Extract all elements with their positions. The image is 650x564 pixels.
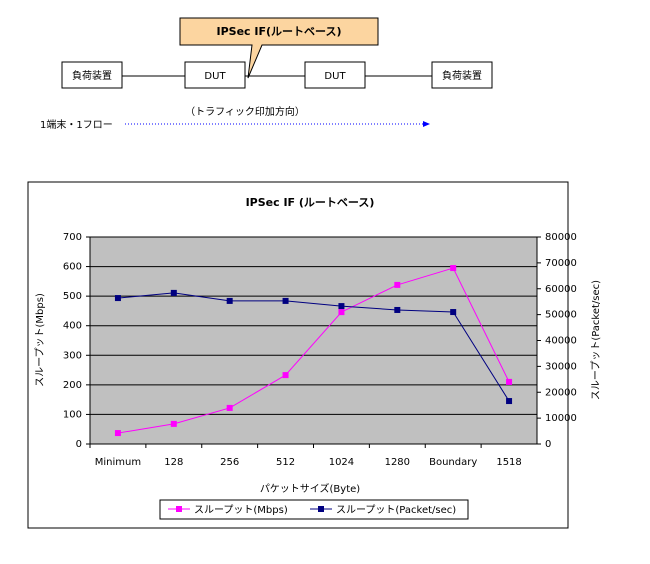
- y-tick-label: 600: [63, 262, 82, 273]
- y2-tick-label: 60000: [545, 284, 577, 295]
- y-tick-label: 400: [63, 321, 82, 332]
- x-tick-label: Minimum: [95, 457, 141, 468]
- node-box: [304, 61, 366, 89]
- node-box: [61, 61, 123, 89]
- x-tick-label: 256: [220, 457, 239, 468]
- y-tick-label: 200: [63, 380, 82, 391]
- y2-axis-label: スループット(Packet/sec): [590, 280, 602, 400]
- x-tick-label: 128: [164, 457, 183, 468]
- y2-tick-label: 30000: [545, 361, 577, 372]
- marker: [394, 281, 401, 288]
- x-tick-label: Boundary: [429, 457, 477, 468]
- marker: [226, 404, 233, 411]
- node-label: DUT: [324, 71, 346, 82]
- callout: [179, 17, 379, 79]
- x-tick-label: 1280: [385, 457, 410, 468]
- y2-tick-label: 40000: [545, 336, 577, 347]
- plot-area: [89, 236, 538, 445]
- node-box: [431, 61, 493, 89]
- y-tick-label: 700: [63, 232, 82, 243]
- y-tick-label: 100: [63, 409, 82, 420]
- marker: [506, 378, 513, 385]
- y-axis-label: スループット(Mbps): [34, 293, 46, 387]
- marker: [450, 309, 457, 316]
- x-tick-label: 1518: [496, 457, 521, 468]
- marker: [338, 303, 345, 310]
- node-label: 負荷装置: [442, 69, 482, 82]
- legend-marker: [318, 506, 324, 512]
- y-tick-label: 500: [63, 291, 82, 302]
- series-line: [117, 292, 510, 402]
- legend-label: スループット(Packet/sec): [336, 504, 456, 516]
- legend-label: スループット(Mbps): [194, 504, 288, 516]
- diagram: 負荷装置 DUT DUT 負荷装置 IPSec IF(ルートベース) （トラフィ…: [40, 17, 493, 131]
- y2-tick-label: 0: [545, 439, 551, 450]
- marker: [226, 297, 233, 304]
- y-tick-label: 0: [76, 439, 82, 450]
- node-label: 負荷装置: [72, 69, 112, 82]
- marker: [114, 430, 121, 437]
- y2-tick-label: 50000: [545, 310, 577, 321]
- direction-label: （トラフィック印加方向）: [185, 105, 305, 118]
- chart-title: IPSec IF (ルートベース): [246, 196, 375, 209]
- node-box: [184, 61, 246, 89]
- marker: [170, 420, 177, 427]
- marker: [170, 289, 177, 296]
- marker: [114, 295, 121, 302]
- y2-tick-label: 10000: [545, 413, 577, 424]
- x-tick-label: 1024: [329, 457, 354, 468]
- y2-tick-label: 20000: [545, 387, 577, 398]
- marker: [450, 265, 457, 272]
- x-tick-label: 512: [276, 457, 295, 468]
- flow-label: 1端末・1フロー: [40, 118, 113, 131]
- y2-tick-label: 80000: [545, 232, 577, 243]
- legend-marker: [176, 506, 182, 512]
- y-tick-label: 300: [63, 350, 82, 361]
- marker: [282, 297, 289, 304]
- marker: [338, 309, 345, 316]
- marker: [506, 398, 513, 405]
- series-line: [117, 267, 510, 434]
- node-label: DUT: [204, 71, 226, 82]
- callout-label: IPSec IF(ルートベース): [217, 25, 342, 38]
- marker: [394, 306, 401, 313]
- marker: [282, 372, 289, 379]
- x-axis-label: パケットサイズ(Byte): [260, 482, 360, 495]
- y2-tick-label: 70000: [545, 258, 577, 269]
